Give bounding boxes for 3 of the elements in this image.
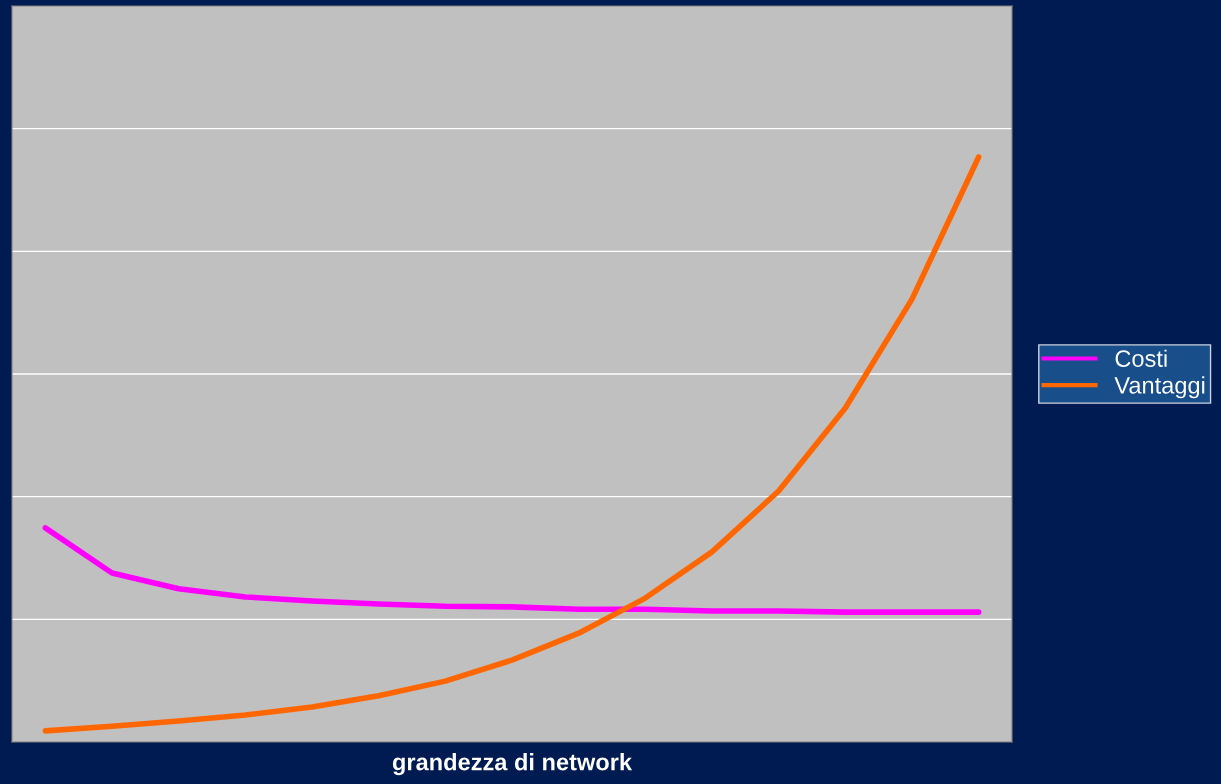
legend-label: Costi [1115,349,1167,367]
legend-label: Vantaggi [1114,376,1205,399]
x-axis-title: grandezza di network [392,753,633,776]
